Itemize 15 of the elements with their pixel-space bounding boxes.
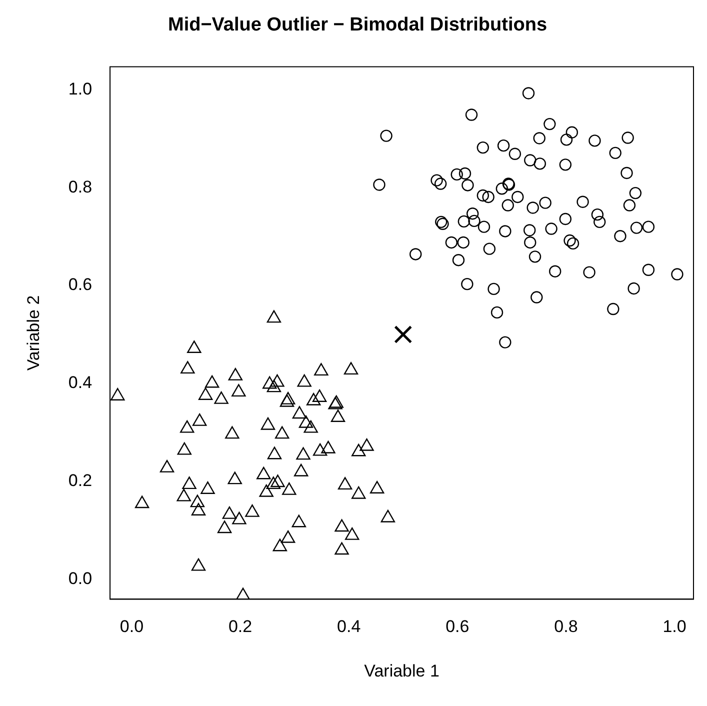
y-tick-label: 0.6 <box>68 275 92 294</box>
y-tick-label: 0.0 <box>68 568 92 588</box>
x-tick-label: 0.2 <box>228 617 252 636</box>
x-tick-label: 0.8 <box>554 617 578 636</box>
x-tick-label: 1.0 <box>662 617 686 636</box>
x-tick-label: 0.4 <box>337 617 361 636</box>
y-axis-title: Variable 2 <box>24 295 43 371</box>
x-axis-title: Variable 1 <box>364 661 440 680</box>
x-tick-label: 0.6 <box>446 617 470 636</box>
y-tick-label: 1.0 <box>68 79 92 98</box>
y-tick-label: 0.4 <box>68 373 92 392</box>
x-tick-label: 0.0 <box>120 617 144 636</box>
y-tick-label: 0.8 <box>68 177 92 196</box>
chart-title: Mid−Value Outlier − Bimodal Distributions <box>168 14 548 36</box>
y-tick-label: 0.2 <box>68 470 92 490</box>
